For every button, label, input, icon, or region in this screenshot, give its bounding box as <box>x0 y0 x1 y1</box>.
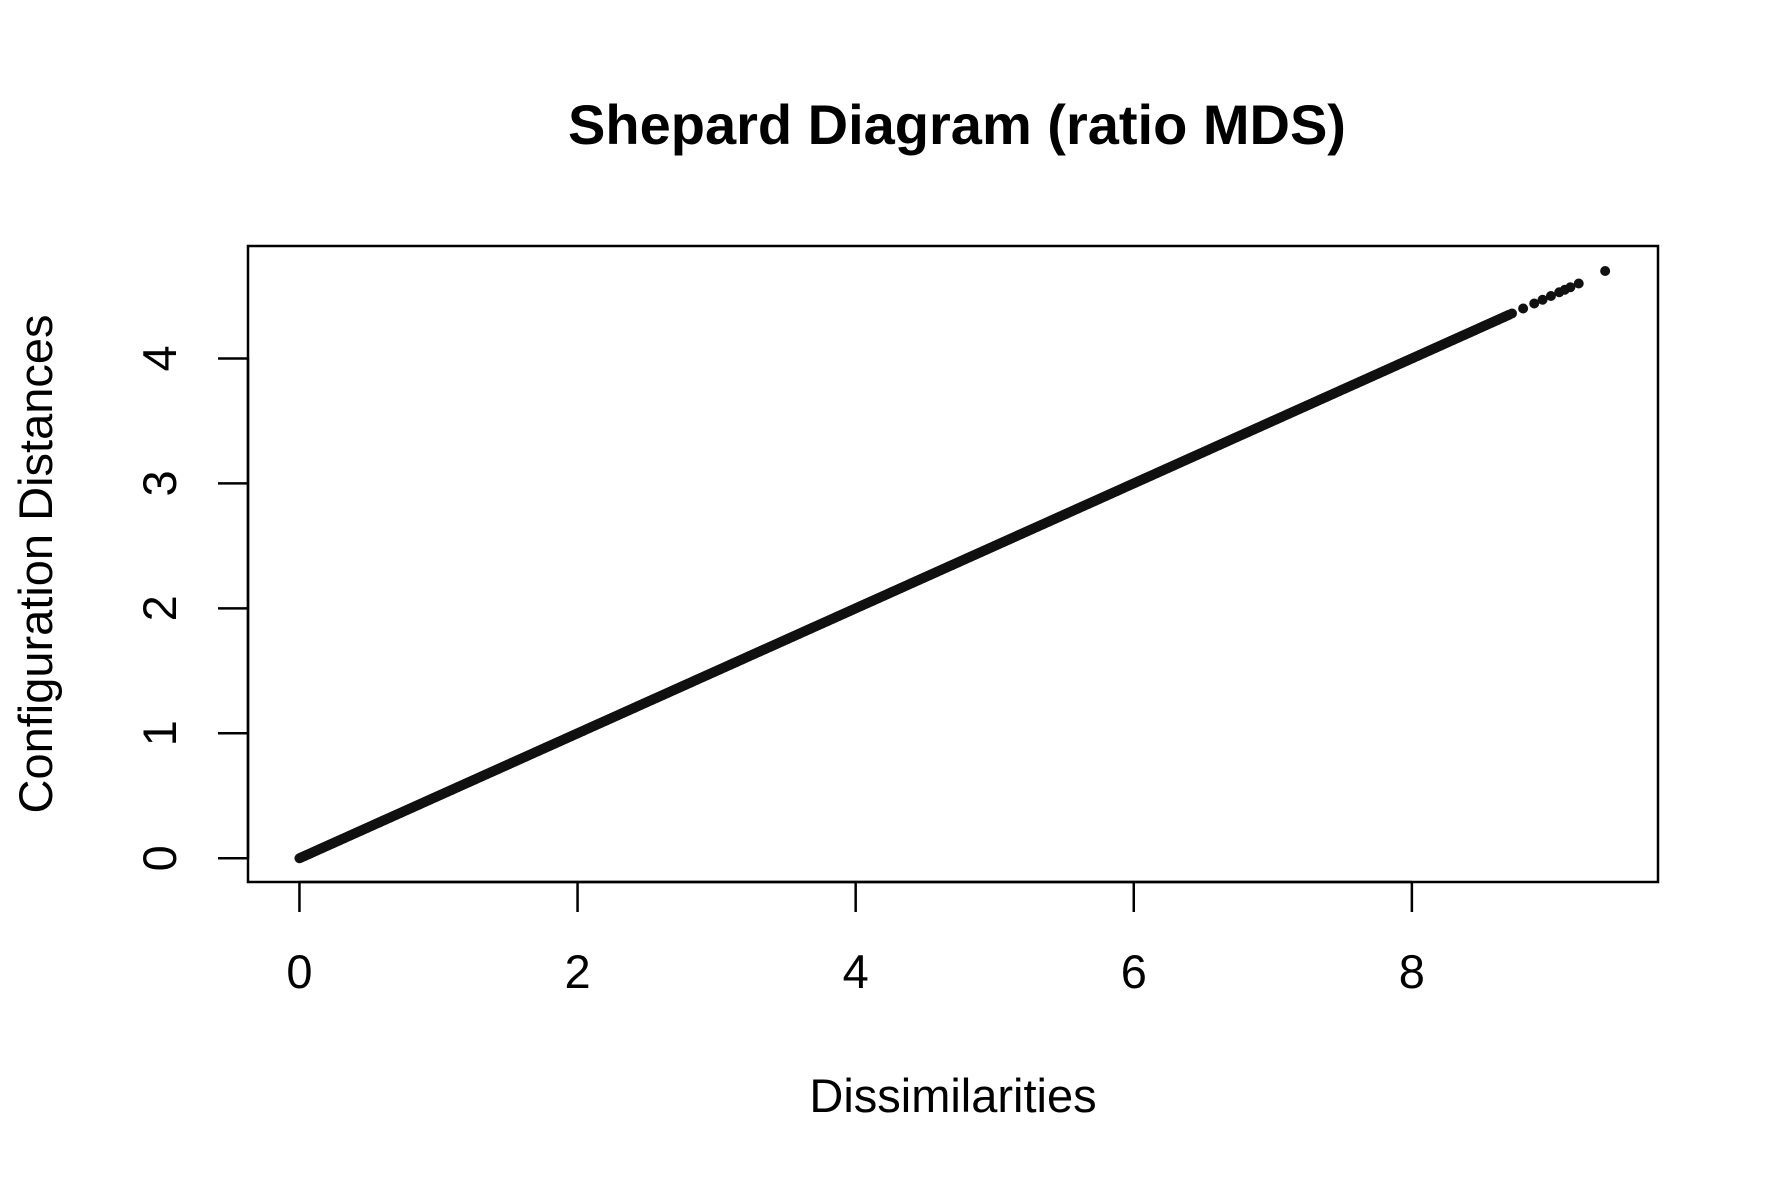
data-point-sparse-3 <box>1537 294 1548 305</box>
y-tick-label-1: 1 <box>133 720 186 746</box>
x-tick-label-6: 6 <box>1121 945 1147 998</box>
data-point-sparse-2 <box>1529 298 1540 309</box>
y-tick-label-2: 2 <box>133 595 186 621</box>
chart-title: Shepard Diagram (ratio MDS) <box>568 93 1346 156</box>
x-tick-label-0: 0 <box>286 945 312 998</box>
x-axis-label: Dissimilarities <box>809 1069 1096 1122</box>
x-tick-label-2: 2 <box>564 945 590 998</box>
data-point-sparse-9 <box>1600 265 1611 276</box>
y-axis: 0 1 2 3 4 <box>133 345 250 871</box>
y-axis-label: Configuration Distances <box>9 315 62 814</box>
data-point-sparse-1 <box>1518 303 1529 314</box>
data-point-sparse-0 <box>1506 308 1517 319</box>
x-tick-label-4: 4 <box>843 945 869 998</box>
data-point-sparse-7 <box>1565 282 1576 293</box>
y-tick-label-0: 0 <box>133 845 186 871</box>
y-tick-label-4: 4 <box>133 345 186 371</box>
x-axis: 0 2 4 6 8 <box>286 880 1425 998</box>
data-points <box>294 265 1611 864</box>
x-tick-label-8: 8 <box>1399 945 1425 998</box>
y-tick-label-3: 3 <box>133 470 186 496</box>
data-point-sparse-8 <box>1573 278 1584 289</box>
data-point-sparse-4 <box>1545 290 1556 301</box>
